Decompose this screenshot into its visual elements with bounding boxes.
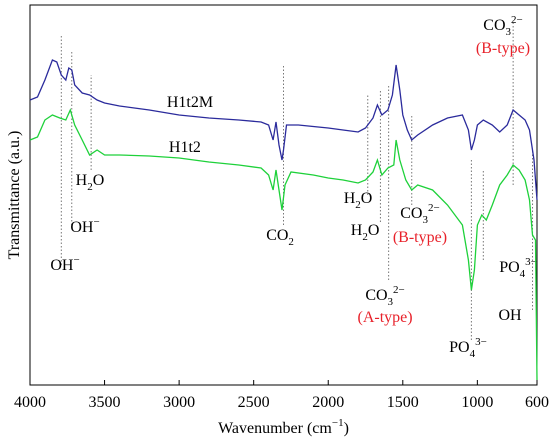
x-axis-label-part: Wavenumber (cm xyxy=(218,420,332,437)
series-line xyxy=(29,59,538,201)
annotation-label: H2O xyxy=(76,172,105,193)
annotation-label: H2O xyxy=(351,222,380,243)
y-axis-label: Transmittance (a.u.) xyxy=(6,131,23,260)
annotation-label-part: OH xyxy=(498,307,522,324)
x-tick-label: 2000 xyxy=(312,394,344,411)
annotation-label-part: H xyxy=(351,222,363,239)
series-line xyxy=(29,108,538,381)
annotation-label-part: O xyxy=(368,222,380,239)
annotation-label-part: OH xyxy=(70,219,94,236)
x-axis-label-part: −1 xyxy=(332,417,344,429)
annotation-label-part: − xyxy=(73,254,79,266)
annotation-label-part: H xyxy=(76,172,88,189)
annotation-label: OH− xyxy=(70,216,99,236)
annotation-note: (A-type) xyxy=(358,309,413,326)
annotation-label-part: 2− xyxy=(393,284,405,296)
annotation-label-part: 2 xyxy=(355,199,361,211)
annotation-label: CO32− xyxy=(365,284,404,308)
annotation-label-part: 3 xyxy=(388,296,394,308)
annotation-label: CO32− xyxy=(483,14,522,38)
annotation-label-part: 2 xyxy=(288,236,294,248)
annotation-note: (B-type) xyxy=(476,40,530,57)
series-label: H1t2 xyxy=(169,139,201,156)
annotation-label-part: 2− xyxy=(511,14,523,26)
x-tick-label: 3000 xyxy=(163,394,195,411)
annotation-label-part: CO xyxy=(483,17,505,34)
annotation-label-part: 2 xyxy=(87,181,93,193)
x-tick-label: 600 xyxy=(525,394,549,411)
annotation-note: (B-type) xyxy=(393,229,447,246)
annotation-label-part: 3 xyxy=(422,214,428,226)
annotation-label-part: 3− xyxy=(475,336,487,348)
annotation-label: OH− xyxy=(50,254,79,274)
annotation-label: OH xyxy=(498,307,522,324)
x-axis-label-part: ) xyxy=(344,420,349,437)
annotation-label: PO43− xyxy=(499,256,537,280)
x-tick-label: 1500 xyxy=(387,394,419,411)
annotation-label: PO43− xyxy=(449,336,487,360)
annotation-label-part: − xyxy=(93,216,99,228)
annotation-label-part: 3 xyxy=(506,26,512,38)
annotation-label-part: O xyxy=(93,172,105,189)
annotation-label-part: CO xyxy=(365,287,387,304)
annotation-label-part: CO xyxy=(400,205,422,222)
series-label: H1t2M xyxy=(167,94,213,111)
x-tick-label: 1000 xyxy=(461,394,493,411)
annotation-label: CO32− xyxy=(400,202,439,226)
annotation-label-part: 2− xyxy=(428,202,440,214)
annotation-label-part: O xyxy=(361,190,373,207)
annotation-label-part: 3− xyxy=(525,256,537,268)
annotation-label-part: 2 xyxy=(362,231,368,243)
annotation-label-part: H xyxy=(344,190,356,207)
annotation-label-part: 4 xyxy=(520,268,526,280)
annotation-label-part: CO xyxy=(266,227,288,244)
x-tick-label: 2500 xyxy=(238,394,270,411)
annotation-label-part: 4 xyxy=(470,348,476,360)
annotation-label-part: OH xyxy=(50,257,74,274)
x-axis-label: Wavenumber (cm−1) xyxy=(218,417,349,437)
x-tick-label: 3500 xyxy=(89,394,121,411)
annotation-label: H2O xyxy=(344,190,373,211)
annotation-label: CO2 xyxy=(266,227,294,248)
annotation-label-part: PO xyxy=(449,339,469,356)
x-tick-label: 4000 xyxy=(14,394,46,411)
annotation-label-part: PO xyxy=(499,259,519,276)
